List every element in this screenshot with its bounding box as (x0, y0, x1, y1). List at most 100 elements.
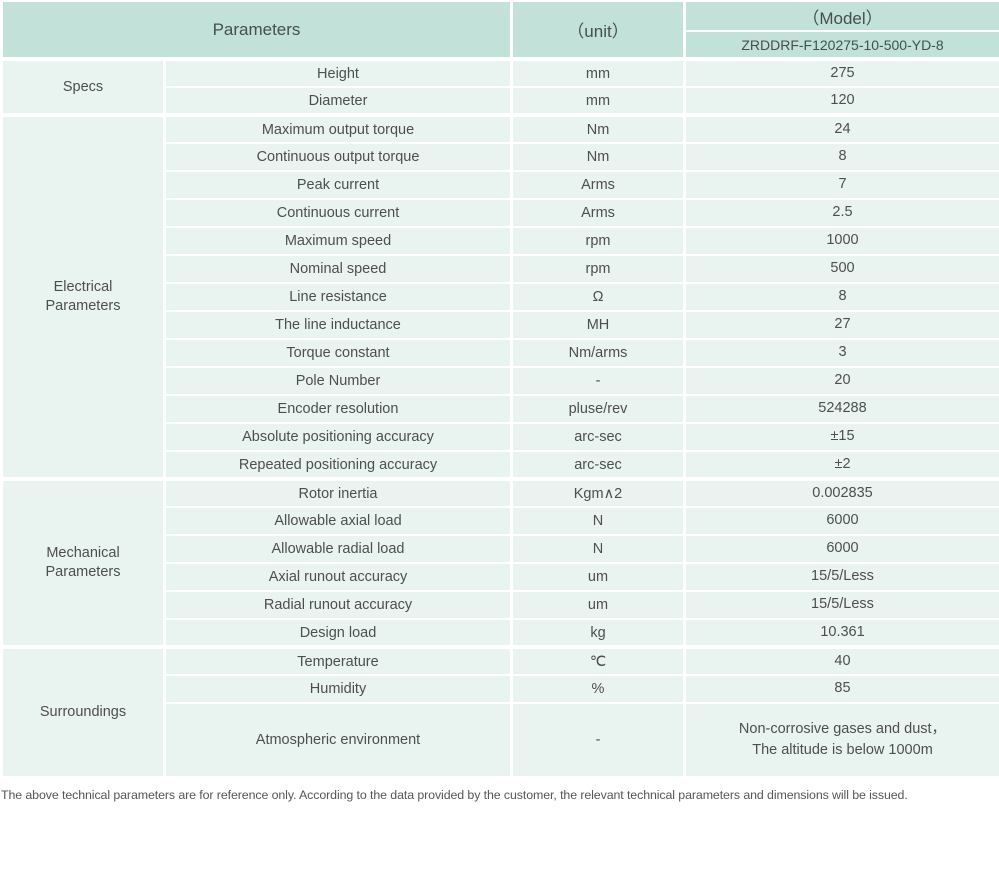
unit-cell: rpm (510, 254, 686, 284)
parameter-name-cell: Repeated positioning accuracy (163, 450, 513, 480)
parameter-name-cell: Line resistance (163, 282, 513, 312)
value-cell: 8 (683, 282, 999, 312)
unit-cell: MH (510, 310, 686, 340)
table-row: Mechanical Parameters Rotor inertia Kgm∧2 0… (0, 477, 999, 648)
table-row: The line inductance MH 27 (2, 310, 999, 340)
unit-cell: mm (510, 86, 686, 116)
unit-cell: kg (510, 618, 686, 648)
parameter-name-cell: Temperature (163, 645, 513, 676)
table-row: Pole Number -20 (2, 366, 999, 396)
value-cell: 1000 (683, 226, 999, 256)
value-cell: ±15 (683, 422, 999, 452)
category-cell: Electrical Parameters (0, 113, 166, 480)
parameter-name-cell: Continuous output torque (163, 142, 513, 172)
unit-cell: Nm/arms (510, 338, 686, 368)
unit-cell: pluse/rev (510, 394, 686, 424)
footer-note: The above technical parameters are for r… (1, 788, 908, 802)
category-cell: Mechanical Parameters (0, 477, 166, 648)
value-cell: 6000 (683, 534, 999, 564)
parameter-name-cell: Nominal speed (163, 254, 513, 284)
unit-cell: Nm (510, 142, 686, 172)
parameter-name-cell: Diameter (163, 86, 513, 116)
table-row: Maximum speed rpm 1000 (2, 226, 999, 256)
unit-cell: ℃ (510, 645, 686, 676)
parameter-name-cell: The line inductance (163, 310, 513, 340)
parameter-name-cell: Peak current (163, 170, 513, 200)
value-cell: 27 (683, 310, 999, 340)
parameter-name-cell: Axial runout accuracy (163, 562, 513, 592)
table-row: Nominal speed rpm 500 (2, 254, 999, 284)
table-row: Continuous output torque Nm 8 (2, 142, 999, 172)
unit-cell: arc-sec (510, 422, 686, 452)
value-cell: 3 (683, 338, 999, 368)
unit-cell: N (510, 534, 686, 564)
value-cell: 0.002835 (683, 477, 999, 508)
value-cell: 7 (683, 170, 999, 200)
unit-cell: N (510, 506, 686, 536)
table-row: Diameter mm 120 (2, 86, 999, 116)
table-row: Encoder resolution pluse/rev 524288 (2, 394, 999, 424)
table-body: Specs Height mm 275 Diameter mm 120 Electrical … (0, 57, 999, 778)
unit-cell: Arms (510, 198, 686, 228)
parameter-name-cell: Pole Number (163, 366, 513, 396)
unit-cell: um (510, 562, 686, 592)
parameters-table: Parameters （unit） （Model） ZRDDRF-F120275… (0, 0, 999, 778)
unit-cell: Ω (510, 282, 686, 312)
parameters-header: Parameters (0, 0, 513, 60)
parameter-name-cell: Maximum speed (163, 226, 513, 256)
value-cell: 10.361 (683, 618, 999, 648)
unit-cell: - (510, 702, 686, 778)
table-row: Radial runout accuracy um 15/5/Less (2, 590, 999, 620)
table-row: Allowable radial load N 6000 (2, 534, 999, 564)
unit-cell: - (510, 366, 686, 396)
table-row: Torque constant Nm/arms 3 (2, 338, 999, 368)
category-cell: Specs (0, 57, 166, 116)
value-cell: ±2 (683, 450, 999, 480)
model-number: ZRDDRF-F120275-10-500-YD-8 (683, 30, 999, 60)
unit-cell: Kgm∧2 (510, 477, 686, 508)
value-cell: 8 (683, 142, 999, 172)
value-cell: 20 (683, 366, 999, 396)
value-cell: 85 (683, 674, 999, 704)
table-row: Electrical Parameters Maximum output torq… (0, 113, 999, 480)
value-cell: 15/5/Less (683, 562, 999, 592)
parameter-name-cell: Radial runout accuracy (163, 590, 513, 620)
parameter-name-cell: Height (163, 57, 513, 88)
table-row: Absolute positioning accuracy arc-sec ±15 (2, 422, 999, 452)
category-cell: Surroundings (0, 645, 166, 778)
parameter-name-cell: Absolute positioning accuracy (163, 422, 513, 452)
value-cell: 120 (683, 86, 999, 116)
table-row: Specs Height mm 275 (0, 57, 999, 116)
parameter-name-cell: Atmospheric environment (163, 702, 513, 778)
table-row: Axial runout accuracy um 15/5/Less (2, 562, 999, 592)
unit-cell: Nm (510, 113, 686, 144)
table-row: Surroundings Temperature ℃ 40 (0, 645, 999, 778)
table-row: Design load kg 10.361 (2, 618, 999, 648)
value-cell: 15/5/Less (683, 590, 999, 620)
unit-cell: rpm (510, 226, 686, 256)
value-cell: 275 (683, 57, 999, 88)
unit-cell: % (510, 674, 686, 704)
table-row: Line resistance Ω 8 (2, 282, 999, 312)
table-row: Atmospheric environment - Non-corrosive ga… (2, 702, 999, 778)
table-header: Parameters （unit） （Model） ZRDDRF-F120275… (0, 0, 999, 60)
table-row: Repeated positioning accuracy arc-sec ±2 (2, 450, 999, 480)
parameter-name-cell: Encoder resolution (163, 394, 513, 424)
value-cell: 2.5 (683, 198, 999, 228)
parameter-name-cell: Rotor inertia (163, 477, 513, 508)
parameter-name-cell: Allowable radial load (163, 534, 513, 564)
model-header: （Model） (683, 0, 999, 32)
unit-cell: mm (510, 57, 686, 88)
unit-header: （unit） (510, 0, 686, 60)
parameter-name-cell: Humidity (163, 674, 513, 704)
unit-cell: arc-sec (510, 450, 686, 480)
unit-cell: Arms (510, 170, 686, 200)
unit-cell: um (510, 590, 686, 620)
value-cell: Non-corrosive gases and dust， The altitu… (683, 702, 999, 778)
table-row: Peak current Arms 7 (2, 170, 999, 200)
value-cell: 500 (683, 254, 999, 284)
parameter-name-cell: Maximum output torque (163, 113, 513, 144)
value-cell: 524288 (683, 394, 999, 424)
table-row: Humidity% 85 (2, 674, 999, 704)
